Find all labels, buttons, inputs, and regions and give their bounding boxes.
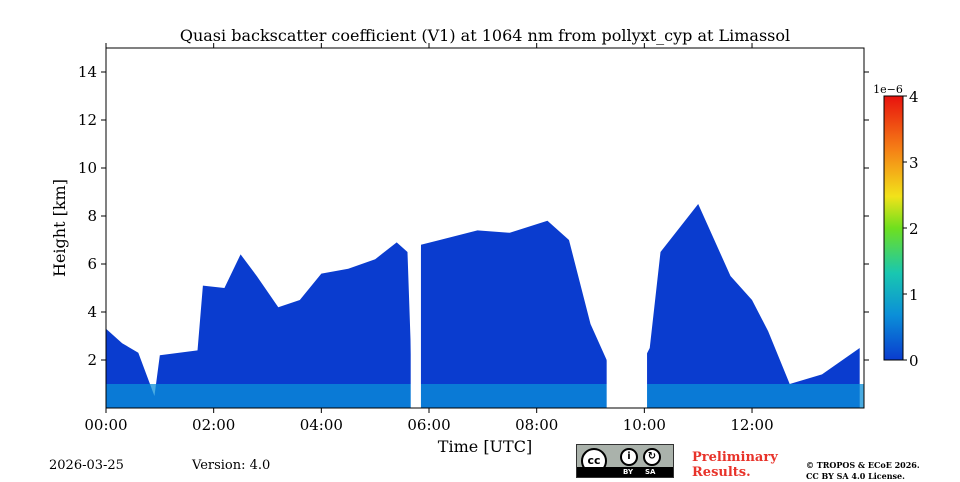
x-tick-label: 02:00 (192, 416, 235, 434)
x-tick-label: 06:00 (407, 416, 450, 434)
x-tick-label: 10:00 (623, 416, 666, 434)
boundary-layer-band (106, 384, 864, 408)
sa-icon: ↻ (643, 448, 661, 466)
colorbar-ticks: 0 1 2 3 4 (903, 88, 919, 370)
preliminary-line-1: Preliminary (692, 450, 778, 465)
preliminary-note: Preliminary Results. (692, 450, 778, 480)
colorbar-tick-label: 3 (909, 154, 919, 172)
license-band: BY SA (577, 467, 673, 477)
data-gap (410, 48, 421, 408)
by-icon: i (620, 448, 638, 466)
y-tick-label: 6 (87, 255, 97, 273)
x-axis: 00:00 02:00 04:00 06:00 08:00 10:00 12:00 (84, 43, 774, 434)
y-axis-title: Height [km] (50, 179, 69, 277)
y-tick-label: 4 (87, 303, 97, 321)
x-tick-label: 08:00 (515, 416, 558, 434)
y-tick-label: 10 (78, 159, 97, 177)
aerosol-layer (106, 204, 860, 408)
copyright-line-1: © TROPOS & ECoE 2026. (806, 460, 920, 470)
x-tick-label: 12:00 (730, 416, 773, 434)
sa-label: SA (645, 468, 656, 476)
y-tick-label: 12 (78, 111, 97, 129)
x-axis-title: Time [UTC] (438, 437, 532, 456)
colorbar-tick-label: 0 (909, 352, 919, 370)
license-badge[interactable]: cc i ↻ BY SA (576, 444, 674, 478)
chart-title: Quasi backscatter coefficient (V1) at 10… (180, 26, 790, 45)
y-tick-label: 8 (87, 207, 97, 225)
x-tick-label: 04:00 (300, 416, 343, 434)
y-tick-label: 2 (87, 351, 97, 369)
y-tick-label: 14 (78, 63, 97, 81)
copyright-line-2: CC BY SA 4.0 License. (806, 471, 905, 481)
backscatter-heatmap (106, 48, 864, 408)
data-gap (606, 48, 648, 408)
colorbar-tick-label: 4 (909, 88, 919, 106)
colorbar-tick-label: 1 (909, 286, 919, 304)
colorbar-tick-label: 2 (909, 220, 919, 238)
colorbar-scale-label: 1e−6 (873, 83, 903, 96)
copyright-note: © TROPOS & ECoE 2026. CC BY SA 4.0 Licen… (806, 460, 920, 482)
version-label: Version: 4.0 (192, 458, 271, 473)
preliminary-line-2: Results. (692, 465, 751, 480)
date-label: 2026-03-25 (49, 458, 124, 473)
by-label: BY (623, 468, 634, 476)
y-axis: 2 4 6 8 10 12 14 (78, 63, 869, 369)
colorbar (883, 95, 904, 361)
x-tick-label: 00:00 (84, 416, 127, 434)
plot-frame (105, 47, 865, 409)
